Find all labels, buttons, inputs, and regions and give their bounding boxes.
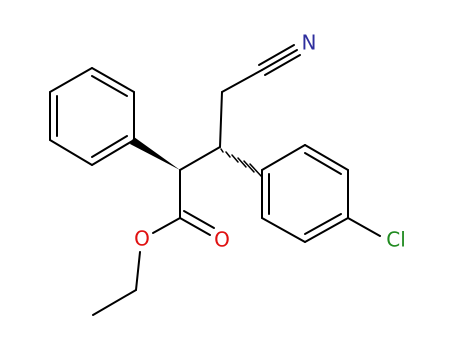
atom-label: O [134, 227, 150, 251]
hashed-bond [220, 148, 263, 178]
bond [231, 154, 239, 163]
bond [347, 217, 381, 237]
bond [225, 151, 231, 158]
bond [261, 49, 298, 71]
bond [179, 146, 221, 171]
bond [261, 144, 306, 171]
bond [135, 251, 141, 291]
bond [304, 213, 342, 235]
bond [152, 217, 181, 234]
bond [91, 67, 135, 93]
bond [304, 152, 342, 175]
bond [183, 210, 215, 229]
atom-label: O [214, 228, 230, 252]
bond [49, 67, 93, 93]
bond [243, 160, 255, 173]
bond [49, 139, 93, 166]
bond [220, 148, 224, 153]
bond [237, 157, 247, 168]
bond [91, 135, 128, 158]
bond [261, 217, 306, 243]
bond [91, 75, 128, 97]
bond [221, 69, 263, 93]
bond [264, 54, 301, 76]
bond [258, 44, 295, 66]
bond [179, 217, 211, 236]
atom-label: Cl [386, 228, 406, 252]
bonds [49, 44, 381, 316]
atom-label: N [302, 31, 317, 55]
bond [92, 289, 137, 316]
bond [304, 144, 349, 171]
bond [91, 139, 135, 166]
bond [304, 217, 349, 243]
bond [249, 163, 263, 178]
bond [219, 91, 223, 148]
wedge-bond [130, 137, 180, 170]
